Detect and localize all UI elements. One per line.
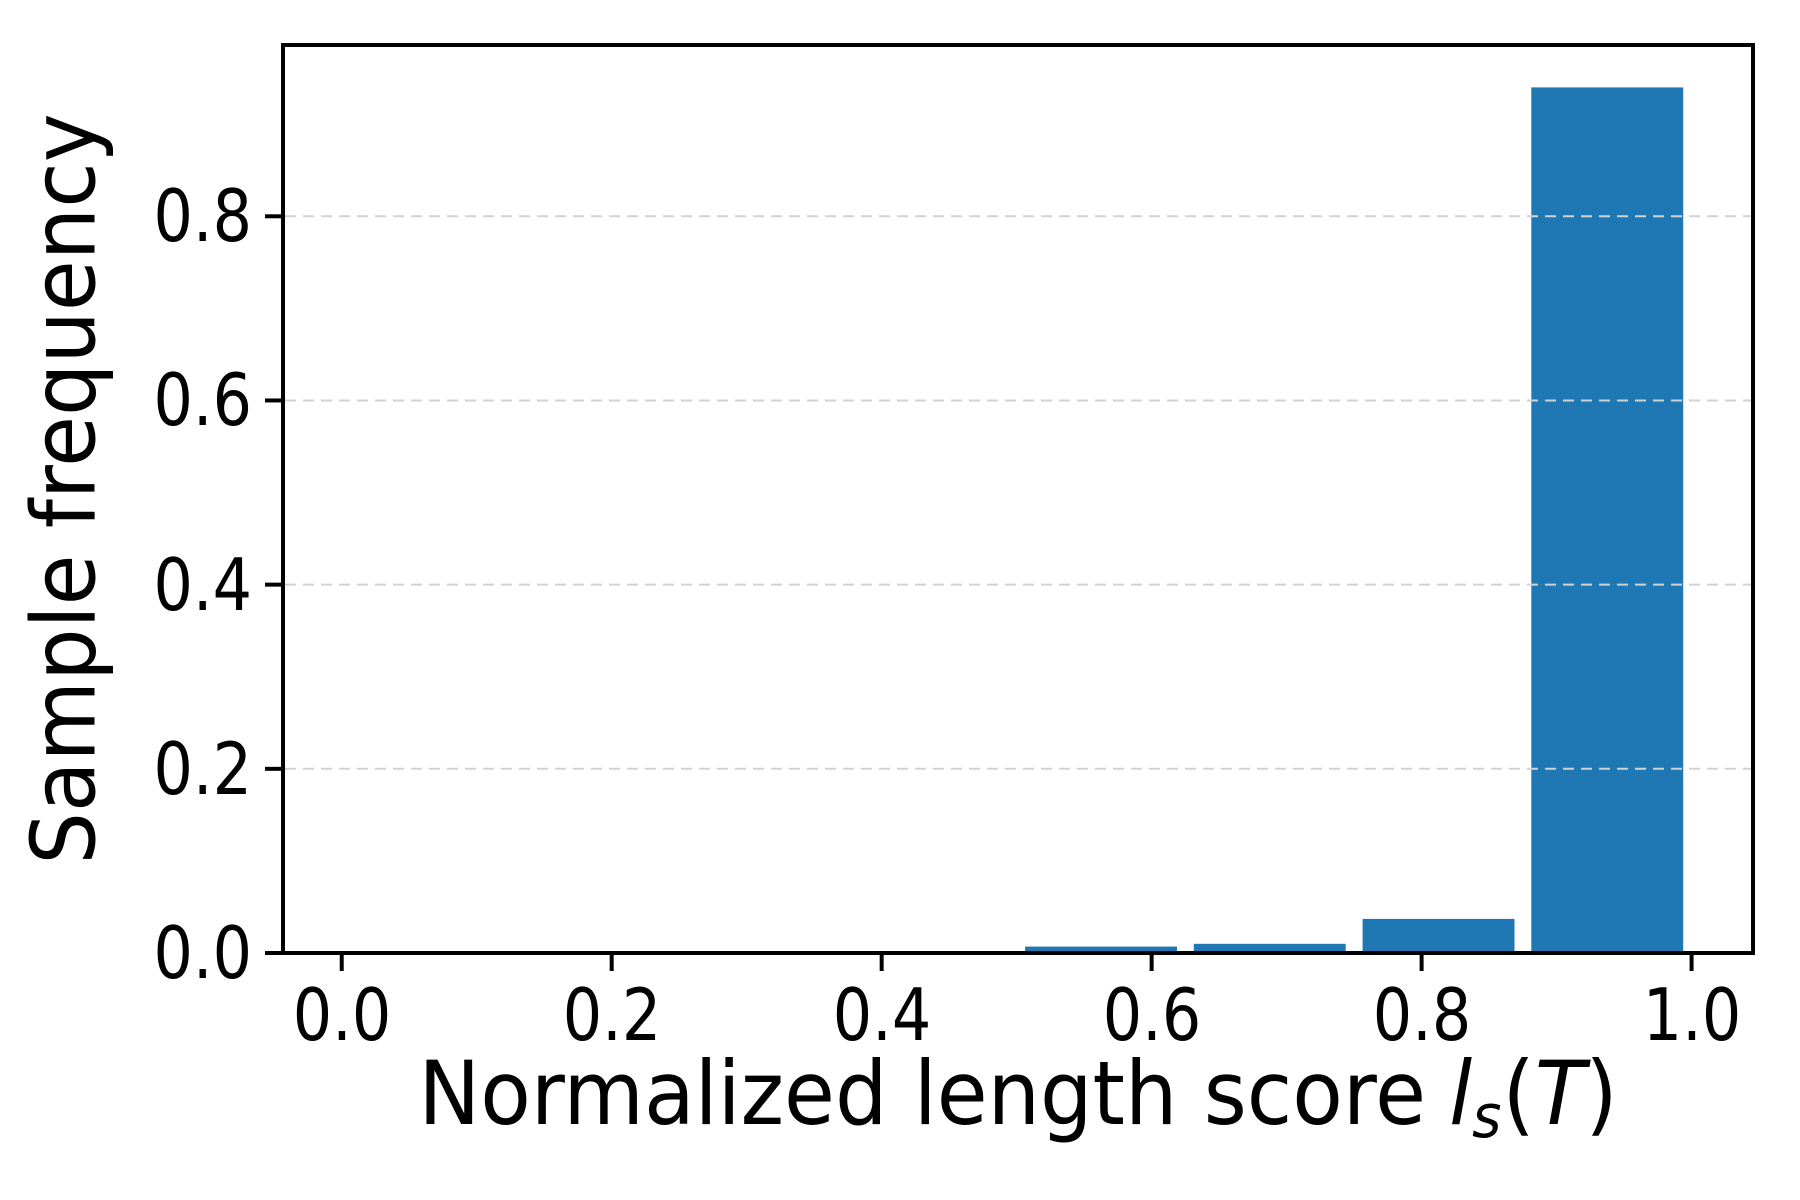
x-axis-label: Normalized length score ls(T) [327, 1042, 1709, 1152]
histogram-bar [1193, 943, 1346, 953]
math-variable-T: T [1534, 1042, 1586, 1145]
x-tick-label: 0.0 [292, 973, 391, 1057]
histogram-bar [1025, 946, 1177, 953]
x-tick-label: 1.0 [1642, 973, 1741, 1057]
math-paren-close: ) [1585, 1042, 1618, 1145]
y-tick-label: 0.2 [153, 726, 252, 811]
x-axis-label-text: Normalized length score [418, 1042, 1426, 1145]
y-tick-label: 0.4 [153, 542, 252, 627]
math-subscript-s: s [1472, 1082, 1502, 1153]
math-paren-open: ( [1502, 1042, 1535, 1145]
x-tick-label: 0.8 [1372, 973, 1471, 1057]
x-axis-label-math: ls(T) [1449, 1042, 1618, 1152]
x-tick-label: 0.4 [832, 973, 931, 1057]
x-tick-label: 0.2 [562, 973, 661, 1057]
y-tick-label: 0.6 [153, 358, 252, 443]
x-tick-label: 0.6 [1102, 973, 1201, 1057]
histogram-bar [1531, 87, 1684, 953]
y-tick-label: 0.0 [153, 911, 252, 995]
axes-spines [281, 43, 1755, 955]
math-variable-l: l [1449, 1042, 1473, 1145]
histogram-bar [1362, 918, 1515, 953]
y-tick-label: 0.8 [153, 174, 252, 259]
